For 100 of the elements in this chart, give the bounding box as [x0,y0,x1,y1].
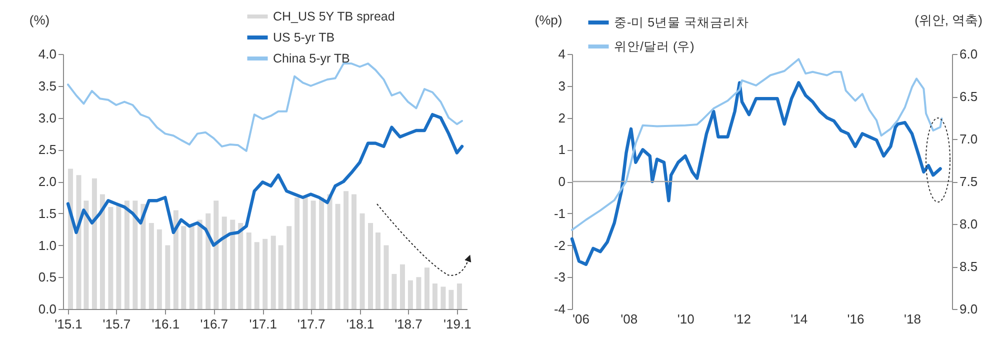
y-tick-label: 1.0 [38,238,56,253]
bar [302,197,308,309]
y-tick-label: 4 [558,46,566,62]
y2-tick-label: 7.0 [960,132,978,146]
y-tick-label: 4.0 [38,46,56,62]
bar [294,197,300,309]
x-tick-label: '12 [734,312,751,326]
bar [246,232,252,309]
bar [140,204,146,309]
bar [424,268,430,309]
y2-tick-label: 6.0 [960,46,978,62]
y2-tick-label: 8.0 [960,216,978,232]
x-tick-label: '17.7 [297,316,326,332]
x-tick-label: '15.7 [102,316,131,332]
y-tick-label: 3.5 [38,78,56,94]
bar [432,284,438,309]
bar [156,229,162,309]
bar [238,222,244,309]
x-tick-label: '16.1 [152,316,180,332]
bar [400,264,405,309]
bar [165,245,170,309]
y-tick-label: 0.5 [38,270,56,285]
x-tick-label: '17.1 [249,316,278,332]
bar [76,175,82,309]
bar [181,226,186,309]
bar [392,274,397,309]
bar [270,236,276,309]
bar [368,222,374,309]
bar [197,220,202,309]
bar [84,200,89,309]
bar [68,168,73,309]
bar [327,194,332,309]
bar [448,290,454,309]
bar [416,277,422,309]
y-tick-label: 3 [558,78,566,94]
bar [440,286,446,309]
y2-axis-title: (위안, 역축) [914,12,982,28]
x-tick-label: '15.1 [54,316,82,332]
x-tick-label: '08 [620,312,638,326]
bar [132,200,138,309]
bar [344,191,349,309]
bar [262,238,268,309]
x-tick-label: '10 [677,312,694,326]
bar [230,220,236,309]
line-series [66,112,464,247]
legend-label: CH_US 5Y TB spread [273,10,395,24]
line-series [571,58,943,231]
y2-tick-label: 7.5 [960,174,978,189]
y-tick-label: 2.5 [38,142,56,158]
bar [116,204,122,309]
legend-label: 중-미 5년물 국채금리차 [614,16,750,30]
bar [286,226,292,309]
y-tick-label: -4 [554,302,566,316]
bar [456,284,462,309]
bar [310,200,316,309]
x-tick-label: '06 [572,312,590,326]
y-tick-label: 1 [558,142,566,158]
x-tick-label: '16 [847,312,864,326]
y-axis-title: (%p) [534,12,562,28]
y-tick-label: -3 [554,270,566,285]
legend-label: US 5-yr TB [273,30,335,44]
y-tick-label: 2 [558,110,566,126]
bar [222,216,227,309]
bar [360,213,365,309]
y-tick-label: -2 [554,238,566,253]
x-tick-label: '19.1 [444,316,472,332]
bar [214,200,219,309]
bar [92,178,97,309]
bar [278,245,284,309]
bar [189,226,194,309]
bar [384,245,389,309]
legend-label: China 5-yr TB [273,52,350,66]
y-tick-label: 0 [558,174,566,189]
y-axis-title: (%) [29,12,50,28]
bar [108,207,114,309]
bar [408,280,413,309]
y-tick-label: 3.0 [38,110,56,126]
bar [335,204,340,309]
y-tick-label: 1.5 [38,206,56,221]
bar [148,222,154,309]
bar [100,194,105,309]
x-tick-label: '14 [790,312,808,326]
bar [319,197,324,309]
y-tick-label: 2.0 [38,174,56,189]
x-tick-label: '18.1 [346,316,374,332]
bar [206,213,211,309]
legend-label: 위안/달러 (우) [614,40,694,54]
y-tick-label: -1 [554,206,566,221]
bar [173,210,178,309]
x-tick-label: '16.7 [200,316,228,332]
bar [352,194,357,309]
line-series [570,81,942,266]
y2-tick-label: 6.5 [960,89,978,104]
x-tick-label: '18 [904,312,921,326]
x-tick-label: '18.7 [394,316,422,332]
bar [375,232,380,309]
bar [124,200,130,309]
y-tick-label: 0.0 [38,302,56,316]
y2-tick-label: 9.0 [960,302,978,316]
y2-tick-label: 8.5 [960,259,978,274]
